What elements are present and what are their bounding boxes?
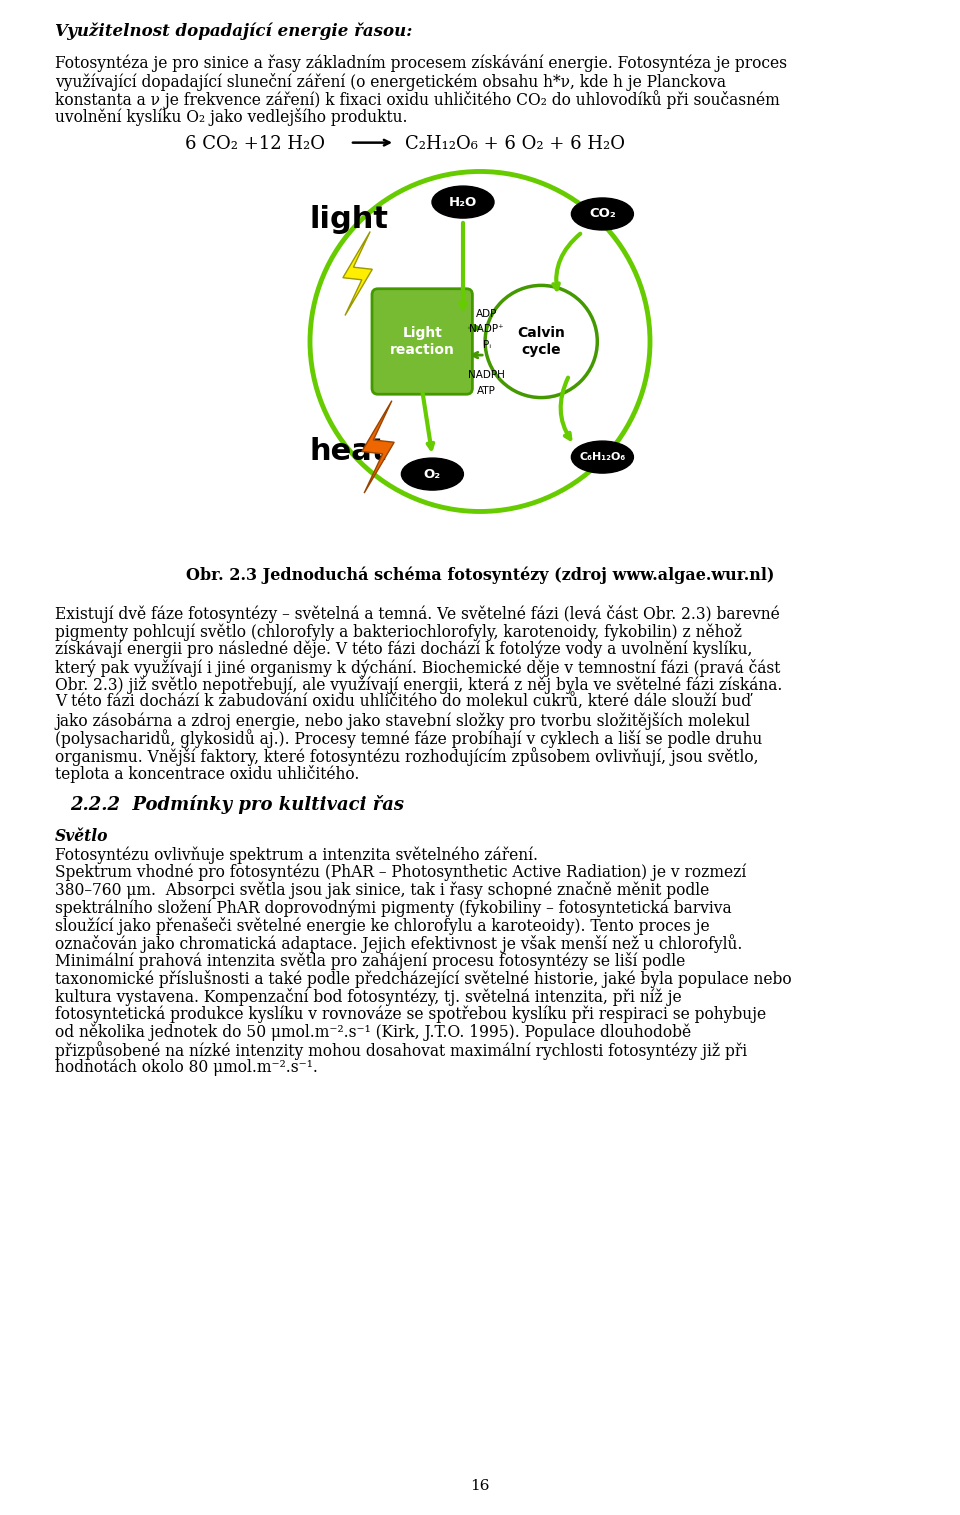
Text: heat: heat <box>310 438 388 467</box>
Ellipse shape <box>432 186 494 218</box>
Ellipse shape <box>401 458 464 489</box>
Text: Pᵢ: Pᵢ <box>483 339 491 350</box>
Text: CO₂: CO₂ <box>589 208 615 221</box>
Text: Obr. 2.3 Jednoduchá schéma fotosyntézy (zdroj www.algae.wur.nl): Obr. 2.3 Jednoduchá schéma fotosyntézy (… <box>186 567 774 583</box>
Text: 380–760 μm.  Absorpci světla jsou jak sinice, tak i řasy schopné značně měnit po: 380–760 μm. Absorpci světla jsou jak sin… <box>55 882 709 900</box>
Text: C₆H₁₂O₆: C₆H₁₂O₆ <box>579 451 626 462</box>
Text: NADPH: NADPH <box>468 370 505 380</box>
Text: Spektrum vhodné pro fotosyntézu (PhAR – Photosynthetic Active Radiation) je v ro: Spektrum vhodné pro fotosyntézu (PhAR – … <box>55 864 746 882</box>
Text: uvolnění kyslíku O₂ jako vedlejšího produktu.: uvolnění kyslíku O₂ jako vedlejšího prod… <box>55 108 407 126</box>
Text: konstanta a ν je frekvence záření) k fixaci oxidu uhličitého CO₂ do uhlovodíků p: konstanta a ν je frekvence záření) k fix… <box>55 91 780 109</box>
Text: Fotosyntézu ovlivňuje spektrum a intenzita světelného záření.: Fotosyntézu ovlivňuje spektrum a intenzi… <box>55 845 538 864</box>
Text: fotosyntetická produkce kyslíku v rovnováze se spotřebou kyslíku při respiraci s: fotosyntetická produkce kyslíku v rovnov… <box>55 1006 766 1023</box>
Text: teplota a koncentrace oxidu uhličitého.: teplota a koncentrace oxidu uhličitého. <box>55 765 359 783</box>
Text: Využitelnost dopadající energie řasou:: Využitelnost dopadající energie řasou: <box>55 23 413 41</box>
Text: light: light <box>310 205 389 233</box>
Text: (polysacharidů, glykosidů aj.). Procesy temné fáze probíhají v cyklech a liší se: (polysacharidů, glykosidů aj.). Procesy … <box>55 729 762 748</box>
Text: jako zásobárna a zdroj energie, nebo jako stavební složky pro tvorbu složitějšíc: jako zásobárna a zdroj energie, nebo jak… <box>55 712 750 730</box>
Text: pigmenty pohlcují světlo (chlorofyly a bakteriochlorofyly, karotenoidy, fykobili: pigmenty pohlcují světlo (chlorofyly a b… <box>55 623 742 641</box>
Text: Light
reaction: Light reaction <box>390 326 455 356</box>
Text: Existují dvě fáze fotosyntézy – světelná a temná. Ve světelné fázi (levá část Ob: Existují dvě fáze fotosyntézy – světelná… <box>55 606 780 623</box>
Text: C₂H₁₂O₆ + 6 O₂ + 6 H₂O: C₂H₁₂O₆ + 6 O₂ + 6 H₂O <box>405 135 625 153</box>
Text: organismu. Vnější faktory, které fotosyntézu rozhodujícím způsobem ovlivňují, js: organismu. Vnější faktory, které fotosyn… <box>55 747 758 767</box>
Text: kultura vystavena. Kompenzační bod fotosyntézy, tj. světelná intenzita, při níž : kultura vystavena. Kompenzační bod fotos… <box>55 988 682 1006</box>
Text: Světlo: Světlo <box>55 829 108 845</box>
Text: který pak využívají i jiné organismy k dýchání. Biochemické děje v temnostní fáz: který pak využívají i jiné organismy k d… <box>55 659 780 677</box>
Text: Minimální prahová intenzita světla pro zahájení procesu fotosyntézy se liší podl: Minimální prahová intenzita světla pro z… <box>55 953 685 970</box>
Text: označován jako chromatická adaptace. Jejich efektivnost je však menší než u chlo: označován jako chromatická adaptace. Jej… <box>55 935 742 953</box>
Text: O₂: O₂ <box>423 468 441 480</box>
Polygon shape <box>343 232 372 315</box>
Text: využívající dopadající sluneční záření (o energetickém obsahu h*ν, kde h je Plan: využívající dopadající sluneční záření (… <box>55 73 726 91</box>
Text: 6 CO₂ +12 H₂O: 6 CO₂ +12 H₂O <box>185 135 325 153</box>
Text: Calvin
cycle: Calvin cycle <box>517 326 565 356</box>
Text: 2.2.2  Podmínky pro kultivaci řas: 2.2.2 Podmínky pro kultivaci řas <box>70 795 404 814</box>
Text: NADP⁺: NADP⁺ <box>469 324 504 335</box>
Text: Obr. 2.3) již světlo nepotřebují, ale využívají energii, která z něj byla ve svě: Obr. 2.3) již světlo nepotřebují, ale vy… <box>55 676 782 694</box>
Text: ATP: ATP <box>477 386 496 395</box>
Text: 16: 16 <box>470 1479 490 1492</box>
Text: H₂O: H₂O <box>449 195 477 209</box>
Text: taxonomické příslušnosti a také podle předcházející světelné historie, jaké byla: taxonomické příslušnosti a také podle př… <box>55 970 792 988</box>
Text: ADP: ADP <box>476 309 497 320</box>
Ellipse shape <box>571 198 634 230</box>
Text: hodnotách okolo 80 μmol.m⁻².s⁻¹.: hodnotách okolo 80 μmol.m⁻².s⁻¹. <box>55 1059 318 1076</box>
Text: přizpůsobené na nízké intenzity mohou dosahovat maximální rychlosti fotosyntézy : přizpůsobené na nízké intenzity mohou do… <box>55 1041 747 1059</box>
Text: získávají energii pro následné děje. V této fázi dochází k fotolýze vody a uvoln: získávají energii pro následné děje. V t… <box>55 641 753 659</box>
Text: od několika jednotek do 50 μmol.m⁻².s⁻¹ (Kirk, J.T.O. 1995). Populace dlouhodobě: od několika jednotek do 50 μmol.m⁻².s⁻¹ … <box>55 1023 691 1041</box>
Polygon shape <box>362 400 395 492</box>
FancyBboxPatch shape <box>372 289 472 394</box>
Text: spektrálního složení PhAR doprovodnými pigmenty (fykobiliny – fotosyntetická bar: spektrálního složení PhAR doprovodnými p… <box>55 900 732 917</box>
Ellipse shape <box>571 441 634 473</box>
Text: Fotosyntéza je pro sinice a řasy základním procesem získávání energie. Fotosynté: Fotosyntéza je pro sinice a řasy základn… <box>55 55 787 73</box>
Text: V této fázi dochází k zabudování oxidu uhličitého do molekul cukrů, které dále s: V této fázi dochází k zabudování oxidu u… <box>55 694 751 711</box>
Text: sloužící jako přenašeči světelné energie ke chlorofylu a karoteoidy). Tento proc: sloužící jako přenašeči světelné energie… <box>55 917 709 935</box>
